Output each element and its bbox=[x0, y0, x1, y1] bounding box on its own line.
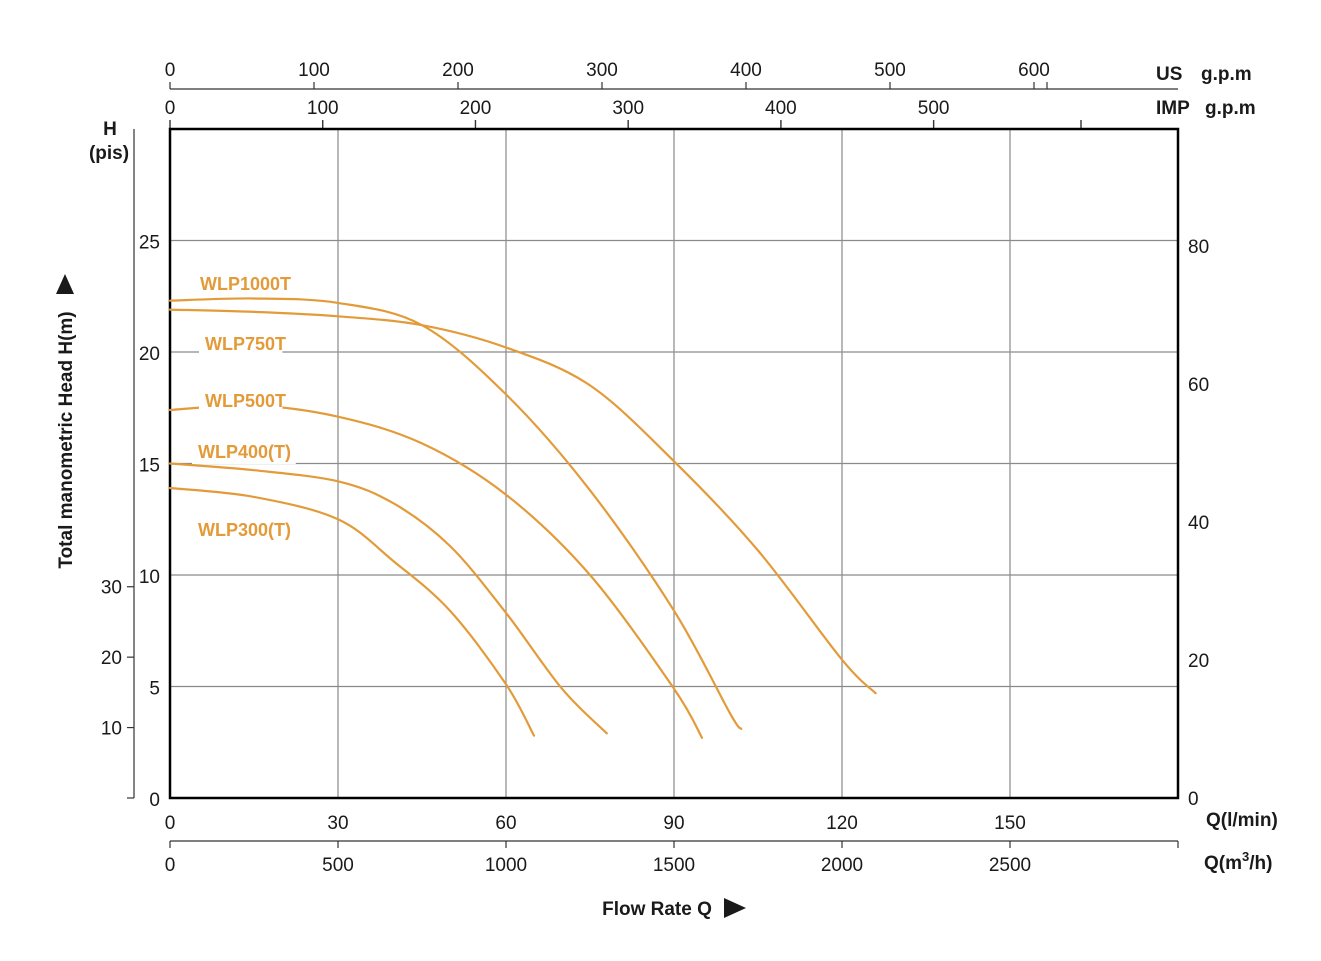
x-tick-label-30: 30 bbox=[327, 813, 348, 834]
x-axis-title: Flow Rate Q bbox=[602, 899, 712, 920]
us-tick-label-500: 500 bbox=[874, 60, 906, 81]
x-tick-label-150: 150 bbox=[994, 813, 1026, 834]
ft-tick-label-0: 0 bbox=[1188, 789, 1199, 810]
bottom-lmin-axis-label: Q(l/min) bbox=[1206, 810, 1278, 831]
top-us-axis-label: US bbox=[1156, 64, 1182, 85]
top-us-axis: 0 100 200 300 400 500 600 US g.p.m bbox=[165, 60, 1252, 90]
series-label-bg-wlp400t bbox=[192, 440, 296, 464]
ft-tick-label-20: 20 bbox=[1188, 651, 1209, 672]
series-line-wlp400t bbox=[168, 462, 608, 735]
x-axis-title-group: Flow Rate Q bbox=[602, 898, 746, 920]
left-pis-axis-label-unit: (pis) bbox=[89, 143, 129, 164]
y-axis-head-m: 0 5 10 15 20 25 bbox=[139, 233, 160, 812]
top-imp-axis-unit: g.p.m bbox=[1205, 98, 1256, 119]
m3h-tick-label-500: 500 bbox=[322, 855, 354, 876]
imp-tick-label-500: 500 bbox=[918, 98, 950, 119]
top-imp-axis: 0 100 200 300 400 500 IMP g.p.m bbox=[165, 98, 1256, 129]
y-axis-title: Total manometric Head H(m) bbox=[56, 311, 77, 568]
series-label-bg-wlp300t bbox=[192, 518, 296, 542]
series-label-wlp500t: WLP500T bbox=[205, 391, 286, 411]
grid bbox=[170, 129, 1178, 798]
m3h-tick-label-2000: 2000 bbox=[821, 855, 863, 876]
left-pis-axis-label-h: H bbox=[103, 119, 117, 140]
bottom-m3h-axis: 0 500 1000 1500 2000 2500 Q(m3/h) bbox=[165, 840, 1272, 876]
y-axis-arrow-icon bbox=[56, 274, 74, 294]
left-pis-axis: 10 20 30 H (pis) bbox=[89, 119, 135, 799]
series-label-bg-wlp1000t bbox=[194, 272, 288, 296]
series-lines bbox=[168, 297, 877, 739]
x-tick-label-0: 0 bbox=[165, 813, 176, 834]
bottom-m3h-axis-label: Q(m3/h) bbox=[1204, 849, 1272, 874]
m3h-label-main: Q(m bbox=[1204, 853, 1242, 874]
us-tick-label-100: 100 bbox=[298, 60, 330, 81]
m3h-label-sup: 3 bbox=[1242, 849, 1249, 864]
ft-tick-label-80: 80 bbox=[1188, 237, 1209, 258]
imp-tick-label-300: 300 bbox=[612, 98, 644, 119]
x-axis-arrow-icon bbox=[724, 898, 746, 918]
m3h-tick-label-2500: 2500 bbox=[989, 855, 1031, 876]
imp-tick-label-400: 400 bbox=[765, 98, 797, 119]
imp-tick-label-100: 100 bbox=[307, 98, 339, 119]
m3h-tick-label-1000: 1000 bbox=[485, 855, 527, 876]
series-label-wlp400t: WLP400(T) bbox=[198, 442, 291, 462]
y-tick-label-25: 25 bbox=[139, 233, 160, 254]
us-tick-label-200: 200 bbox=[442, 60, 474, 81]
right-ft-axis: 0 20 40 60 80 bbox=[1188, 237, 1209, 810]
y-tick-label-10: 10 bbox=[139, 567, 160, 588]
m3h-label-end: /h) bbox=[1249, 853, 1272, 874]
y-tick-label-0: 0 bbox=[149, 790, 160, 811]
y-tick-label-20: 20 bbox=[139, 344, 160, 365]
x-tick-label-120: 120 bbox=[826, 813, 858, 834]
y-tick-label-15: 15 bbox=[139, 456, 160, 477]
m3h-tick-label-0: 0 bbox=[165, 855, 176, 876]
us-tick-label-400: 400 bbox=[730, 60, 762, 81]
y-tick-label-5: 5 bbox=[149, 679, 160, 700]
series-line-wlp750t bbox=[168, 297, 743, 730]
series-line-wlp300t bbox=[168, 486, 536, 737]
pis-tick-label-20: 20 bbox=[101, 648, 122, 669]
y-axis-title-group: Total manometric Head H(m) bbox=[56, 274, 77, 569]
top-us-axis-unit: g.p.m bbox=[1201, 64, 1252, 85]
series-label-bg-wlp500t bbox=[199, 389, 283, 413]
series-labels: WLP1000T WLP750T WLP500T WLP400(T) WLP300(T) bbox=[192, 272, 296, 542]
top-imp-axis-label: IMP bbox=[1156, 98, 1190, 119]
x-tick-label-90: 90 bbox=[663, 813, 684, 834]
x-tick-label-60: 60 bbox=[495, 813, 516, 834]
pis-tick-label-30: 30 bbox=[101, 578, 122, 599]
series-label-wlp1000t: WLP1000T bbox=[200, 274, 291, 294]
imp-tick-label-0: 0 bbox=[165, 98, 176, 119]
us-tick-label-600: 600 bbox=[1018, 60, 1050, 81]
us-tick-label-0: 0 bbox=[165, 60, 176, 81]
m3h-tick-label-1500: 1500 bbox=[653, 855, 695, 876]
series-label-wlp750t: WLP750T bbox=[205, 334, 286, 354]
us-tick-label-300: 300 bbox=[586, 60, 618, 81]
pis-tick-label-10: 10 bbox=[101, 719, 122, 740]
ft-tick-label-60: 60 bbox=[1188, 375, 1209, 396]
imp-tick-label-200: 200 bbox=[460, 98, 492, 119]
series-label-bg-wlp750t bbox=[199, 332, 283, 356]
ft-tick-label-40: 40 bbox=[1188, 513, 1209, 534]
bottom-lmin-axis: 0 30 60 90 120 150 bbox=[165, 813, 1026, 834]
series-line-wlp1000t bbox=[168, 308, 877, 695]
series-label-wlp300t: WLP300(T) bbox=[198, 520, 291, 540]
